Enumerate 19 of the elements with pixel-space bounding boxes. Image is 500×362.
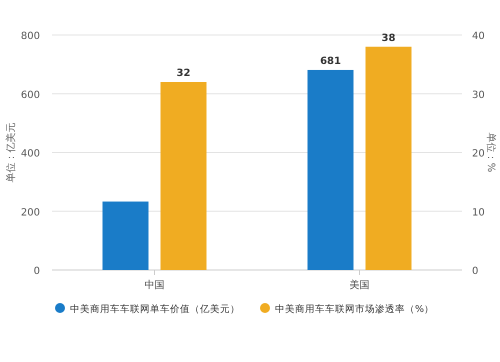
data-label: 32 [176, 68, 190, 79]
y2-tick-label: 10 [472, 207, 485, 218]
y2-axis-title: 单位：% [485, 132, 497, 172]
y2-tick-label: 30 [472, 90, 485, 101]
data-label: 681 [320, 56, 341, 67]
data-label: 38 [382, 32, 396, 44]
legend-label: 中美商用车车联网市场渗透率（%） [275, 303, 434, 315]
y2-tick-label: 20 [472, 148, 485, 160]
y2-tick-label: 0 [472, 266, 478, 277]
y-tick-label: 600 [20, 90, 40, 101]
y-tick-label: 200 [20, 207, 40, 218]
y-tick-label: 0 [34, 266, 40, 277]
x-tick-label: 中国 [144, 279, 164, 291]
y-tick-label: 400 [20, 148, 40, 160]
y-tick-label: 800 [20, 31, 40, 42]
y2-tick-label: 40 [472, 31, 485, 42]
y-axis-title: 单位：亿美元 [5, 122, 17, 182]
x-tick-label: 美国 [350, 279, 370, 291]
legend-label: 中美商用车车联网单车价值（亿美元） [70, 303, 240, 315]
